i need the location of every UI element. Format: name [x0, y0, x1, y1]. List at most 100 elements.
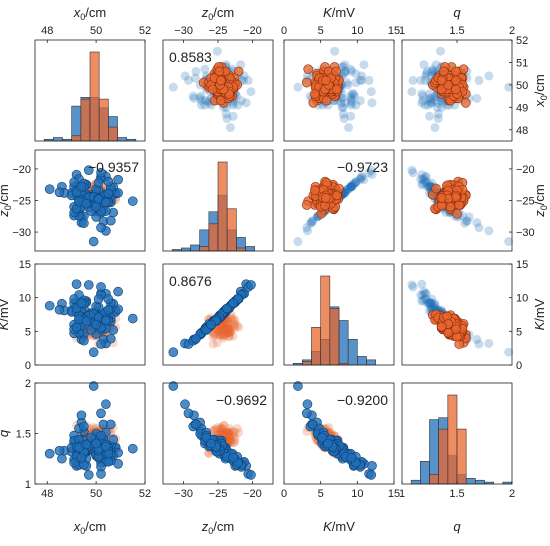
scatter-point	[168, 82, 178, 92]
scatter-point	[301, 200, 312, 210]
scatter-point	[436, 193, 447, 203]
scatter-point	[331, 66, 341, 77]
scatter-point	[224, 429, 234, 438]
scatter-point	[200, 100, 210, 110]
left-tick-label: 1	[25, 479, 31, 491]
scatter-point	[232, 423, 242, 433]
scatter-point	[366, 470, 377, 480]
scatter-point	[76, 181, 87, 192]
scatter-point	[216, 424, 226, 434]
top-axis-label-z0-unit: /cm	[213, 5, 234, 20]
left-axis-label-K: K/mV	[0, 298, 11, 330]
scatter-point	[223, 324, 233, 334]
scatter-point	[219, 420, 228, 430]
panel-r3-c1: −0.9692	[162, 381, 274, 485]
right-axis-label-K-unit: /mV	[532, 298, 547, 321]
scatter-point	[225, 431, 235, 441]
histogram-bar	[226, 208, 237, 252]
histogram-bar	[320, 275, 331, 366]
right-axis-label-x0: x0/cm	[532, 74, 549, 107]
scatter-point	[223, 326, 233, 336]
panel-r2-c2	[283, 263, 395, 366]
scatter-point	[83, 470, 94, 480]
left-tick-label: 0	[25, 360, 31, 372]
panel-frame	[283, 149, 395, 252]
scatter-point	[418, 96, 428, 106]
scatter-point	[230, 435, 240, 445]
bottom-axis-label-z0: z0/cm	[201, 519, 234, 536]
scatter-point	[96, 167, 106, 178]
right-tick-label: 10	[516, 293, 528, 305]
left-axis-label-K-symbol: K	[0, 320, 11, 330]
scatter-point	[357, 71, 367, 81]
scatter-point	[346, 452, 357, 463]
scatter-point	[423, 100, 433, 110]
scatter-point	[426, 98, 436, 108]
right-tick-label: 52	[516, 35, 528, 47]
scatter-point	[357, 75, 367, 85]
scatter-point	[210, 330, 220, 340]
scatter-point	[223, 427, 233, 437]
scatter-point	[433, 114, 443, 124]
scatter-point	[196, 91, 206, 101]
scatter-point	[421, 294, 431, 304]
scatter-point	[246, 87, 256, 97]
scatter-point	[421, 289, 431, 299]
scatter-point	[408, 282, 418, 292]
scatter-point	[230, 323, 239, 333]
scatter-point	[191, 66, 201, 76]
scatter-point	[293, 82, 303, 92]
scatter-point	[113, 174, 123, 185]
scatter-point	[83, 280, 94, 290]
scatter-point	[427, 294, 437, 304]
scatter-point	[430, 123, 440, 133]
histogram-bar	[366, 359, 376, 366]
scatter-point	[230, 438, 239, 448]
correlation-label: 0.8583	[169, 49, 212, 65]
scatter-point	[96, 222, 106, 233]
scatter-point	[346, 98, 356, 108]
scatter-point	[223, 427, 233, 437]
top-axis-label-x0-unit: /cm	[85, 5, 106, 20]
scatter-point	[504, 347, 514, 357]
scatter-point	[301, 77, 312, 88]
scatter-point	[222, 303, 232, 314]
panel-r0-c0	[34, 39, 146, 142]
scatter-point	[127, 196, 138, 206]
right-tick-label: 5	[516, 326, 522, 338]
scatter-point	[426, 298, 436, 308]
scatter-point	[81, 198, 92, 209]
bottom-axis-label-z0-unit: /cm	[213, 519, 234, 534]
scatter-point	[197, 96, 206, 106]
scatter-point	[416, 290, 426, 300]
scatter-point	[188, 91, 198, 101]
scatter-point	[338, 102, 348, 112]
scatter-point	[232, 321, 242, 331]
correlation-label: −0.9200	[337, 392, 388, 408]
scatter-point	[225, 331, 235, 341]
right-axis-label-x0-symbol: x	[532, 100, 547, 108]
panel-r3-c3	[401, 382, 513, 485]
scatter-point	[418, 178, 428, 188]
scatter-point	[426, 298, 436, 308]
left-tick-label: 1.5	[16, 429, 31, 441]
panel-r3-c0	[34, 381, 146, 485]
scatter-point	[225, 423, 235, 433]
scatter-point	[430, 96, 440, 106]
scatter-point	[225, 426, 235, 436]
scatter-point	[218, 331, 228, 341]
scatter-point	[225, 435, 235, 445]
histogram-bar	[429, 474, 439, 485]
scatter-point	[225, 432, 235, 442]
bottom-tick-label: 2	[509, 488, 515, 500]
scatter-point	[504, 237, 514, 247]
scatter-point	[346, 111, 356, 121]
scatter-point	[417, 89, 427, 99]
top-axis-label-x0-subscript: 0	[80, 12, 85, 22]
scatter-point	[103, 304, 114, 315]
histogram-bar	[475, 479, 485, 485]
histogram-bar	[89, 51, 100, 142]
bottom-axis-label-x0-symbol: x	[73, 519, 81, 534]
scatter-point	[105, 215, 116, 226]
